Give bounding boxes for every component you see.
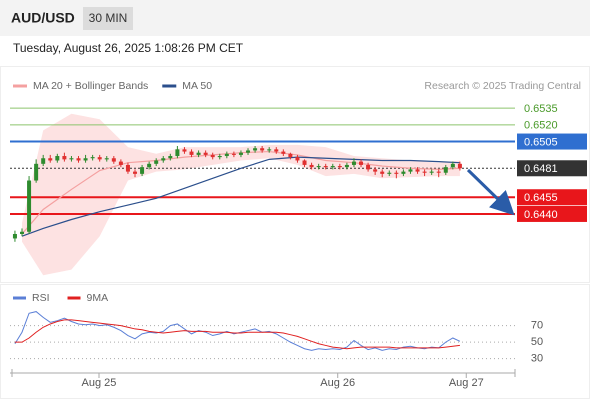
candle-body xyxy=(309,164,314,168)
candle-body xyxy=(281,151,286,154)
candle-body xyxy=(133,171,138,174)
level-label-box xyxy=(517,160,587,177)
candle-body xyxy=(443,167,448,173)
y-tick-label: 30 xyxy=(531,353,543,365)
level-label: 0.6455 xyxy=(524,192,558,204)
candle-body xyxy=(429,171,434,173)
level-label: 0.6535 xyxy=(524,103,558,115)
level-label: 0.6520 xyxy=(524,120,558,132)
candle-body xyxy=(217,156,222,158)
candle-body xyxy=(450,163,455,168)
candle-body xyxy=(12,233,17,239)
candle-body xyxy=(387,172,392,174)
candle-body xyxy=(161,158,166,161)
candle-body xyxy=(97,157,102,160)
candle-body xyxy=(90,157,95,159)
y-tick-label: 70 xyxy=(531,320,543,332)
candle-body xyxy=(41,158,46,164)
candle-body xyxy=(359,161,364,165)
candle-body xyxy=(337,166,342,168)
candle-body xyxy=(48,158,53,161)
candle-body xyxy=(288,153,293,158)
legend-label: MA 20 + Bollinger Bands xyxy=(33,80,148,92)
candle-body xyxy=(260,148,265,151)
candle-body xyxy=(323,166,328,168)
x-tick-label: Aug 26 xyxy=(320,377,355,389)
candle-body xyxy=(422,171,427,173)
candle-body xyxy=(457,163,462,169)
candle-body xyxy=(76,158,81,161)
y-tick-label: 50 xyxy=(531,336,543,348)
interval: 30 MIN xyxy=(89,11,128,25)
legend-label: 9MA xyxy=(87,292,109,304)
candle-body xyxy=(104,158,109,160)
candle-body xyxy=(295,157,300,161)
candle-body xyxy=(83,158,88,161)
candle-body xyxy=(380,171,385,174)
candle-body xyxy=(154,160,159,164)
candle-body xyxy=(147,163,152,168)
candle-body xyxy=(182,149,187,152)
candle-body xyxy=(118,161,123,165)
candle-body xyxy=(189,151,194,155)
candle-body xyxy=(246,150,251,153)
candle-body xyxy=(316,166,321,168)
candle-body xyxy=(196,152,201,155)
interval-box xyxy=(83,7,133,30)
level-label: 0.6481 xyxy=(524,163,558,175)
candle-body xyxy=(111,158,116,162)
moving-average xyxy=(21,156,460,237)
rsi-line xyxy=(14,311,461,351)
candle-body xyxy=(62,156,67,160)
level-label: 0.6440 xyxy=(524,209,558,221)
bollinger-band xyxy=(22,113,460,276)
forecast-arrow xyxy=(466,168,515,216)
candle-body xyxy=(415,169,420,172)
symbol: AUD/USD xyxy=(11,10,75,26)
candle-body xyxy=(175,149,180,157)
level-label-box xyxy=(517,205,587,222)
candle-body xyxy=(394,172,399,174)
candle-body xyxy=(302,160,307,165)
rsi-line xyxy=(14,319,460,350)
candle-body xyxy=(330,166,335,168)
source: Research © 2025 Trading Central xyxy=(424,80,581,92)
candle-body xyxy=(231,153,236,155)
candle-body xyxy=(344,164,349,168)
candle-body xyxy=(351,161,356,165)
candle-body xyxy=(20,231,25,234)
candle-body xyxy=(373,169,378,172)
legend-label: MA 50 xyxy=(182,80,212,92)
candle-body xyxy=(140,167,145,174)
candle-body xyxy=(69,158,74,160)
candle-body xyxy=(436,171,441,173)
level-label-box xyxy=(517,189,587,206)
candle-body xyxy=(34,163,39,181)
candle-body xyxy=(210,154,215,158)
candle-body xyxy=(366,164,371,170)
timestamp: Tuesday, August 26, 2025 1:08:26 PM CET xyxy=(13,41,244,55)
legend-label: RSI xyxy=(32,292,50,304)
level-label: 0.6505 xyxy=(524,136,558,148)
candle-body xyxy=(274,149,279,152)
candle-body xyxy=(55,156,60,161)
candle-body xyxy=(238,152,243,155)
candle-body xyxy=(401,171,406,174)
candle-body xyxy=(224,153,229,157)
x-tick-label: Aug 25 xyxy=(82,377,117,389)
candle-body xyxy=(125,164,130,172)
level-label-box xyxy=(517,133,587,150)
candle-body xyxy=(408,169,413,172)
candle-body xyxy=(168,156,173,159)
candle-body xyxy=(253,148,258,151)
candle-body xyxy=(27,180,32,232)
candle-body xyxy=(267,149,272,151)
candle-body xyxy=(203,152,208,155)
x-tick-label: Aug 27 xyxy=(449,377,484,389)
